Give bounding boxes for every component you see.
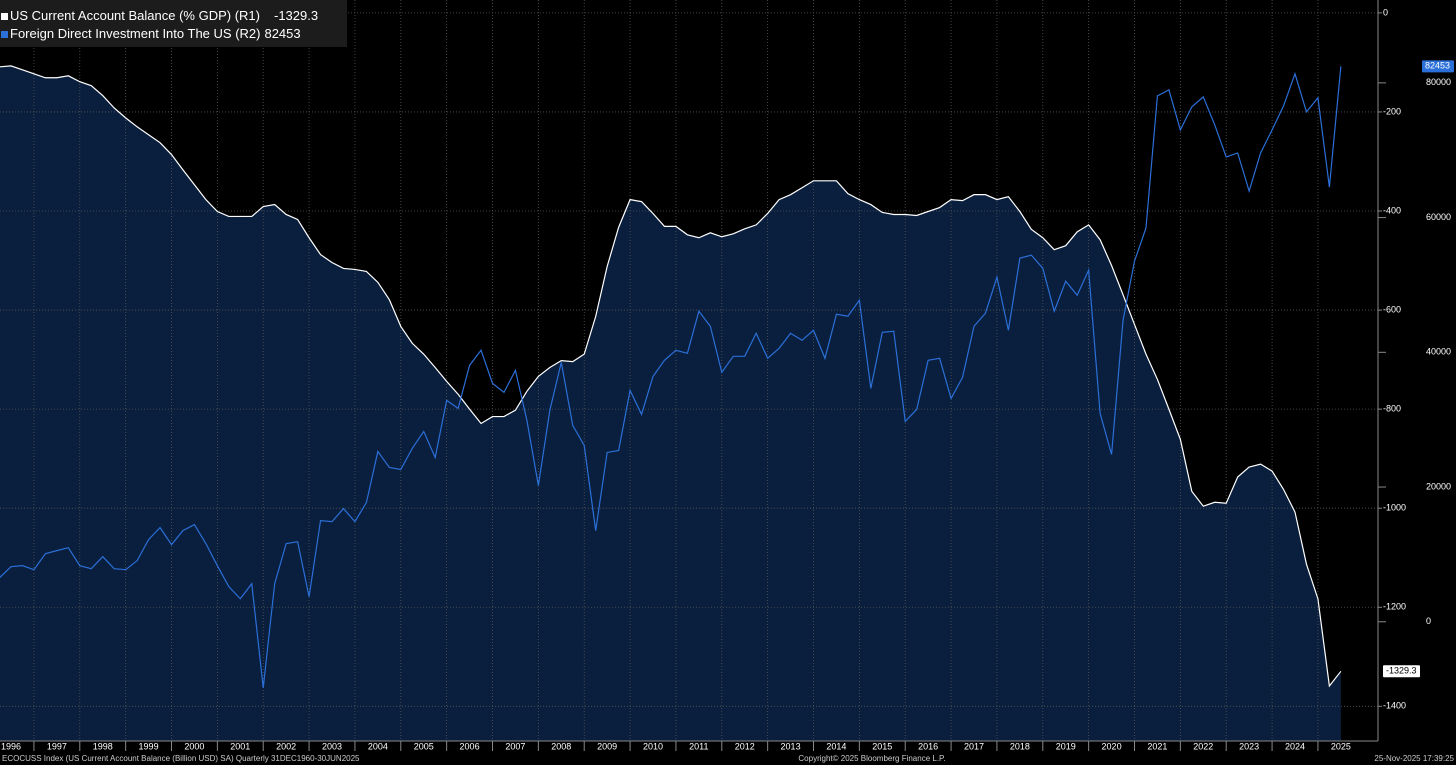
x-tick-label: 2021 bbox=[1147, 741, 1167, 751]
x-tick-label: 2005 bbox=[414, 741, 434, 751]
y-tick-label: -600 bbox=[1383, 304, 1401, 314]
y-tick-label: -800 bbox=[1383, 404, 1401, 414]
area bbox=[0, 65, 1341, 741]
x-tick-label: 2012 bbox=[735, 741, 755, 751]
y2-tick-label: 0 bbox=[1426, 616, 1431, 626]
x-tick-label: 2022 bbox=[1193, 741, 1213, 751]
x-tick-label: 2011 bbox=[689, 741, 708, 751]
legend-swatch bbox=[1, 13, 8, 20]
x-tick-label: 2006 bbox=[460, 741, 480, 751]
legend-name: US Current Account Balance (% GDP) (R1) bbox=[10, 8, 260, 23]
x-tick-label: 1996 bbox=[1, 741, 21, 751]
last-value-box bbox=[1422, 60, 1454, 73]
x-tick-label: 2023 bbox=[1239, 741, 1259, 751]
legend-swatch bbox=[1, 31, 8, 38]
x-axis-band bbox=[0, 741, 1378, 752]
x-tick-label: 1997 bbox=[47, 741, 67, 751]
x-tick-label: 2016 bbox=[918, 741, 938, 751]
legend-label: Foreign Direct Investment Into The US (R… bbox=[10, 26, 301, 41]
x-tick-label: 2018 bbox=[1010, 741, 1030, 751]
y2-tick-label: 60000 bbox=[1426, 212, 1451, 222]
x-tick-label: 1998 bbox=[93, 741, 113, 751]
x-tick-label: 2025 bbox=[1331, 741, 1351, 751]
x-tick-label: 2007 bbox=[505, 741, 525, 751]
series-line bbox=[0, 66, 1342, 688]
y2-tick-label: 20000 bbox=[1426, 481, 1451, 491]
x-tick-label: 2020 bbox=[1102, 741, 1122, 751]
x-tick-label: 2024 bbox=[1285, 741, 1305, 751]
y-tick-label: -1400 bbox=[1383, 701, 1406, 711]
last-value-box bbox=[1383, 665, 1420, 678]
y-tick-label: -200 bbox=[1383, 106, 1401, 116]
y-tick-label: -400 bbox=[1383, 205, 1401, 215]
x-tick-label: 2009 bbox=[597, 741, 617, 751]
x-tick-label: 2010 bbox=[643, 741, 663, 751]
legend-value: 82453 bbox=[264, 26, 300, 41]
x-tick-label: 2017 bbox=[964, 741, 984, 751]
legend-label: US Current Account Balance (% GDP) (R1) -… bbox=[10, 8, 318, 23]
y2-tick-label: 80000 bbox=[1426, 77, 1451, 87]
x-tick-label: 2004 bbox=[368, 741, 388, 751]
x-tick-label: 2014 bbox=[826, 741, 846, 751]
last-value-label: 82453 bbox=[1425, 61, 1450, 71]
footer-right: 25-Nov-2025 17:39:25 bbox=[1374, 754, 1454, 763]
y-tick-label: 0 bbox=[1383, 7, 1388, 17]
x-tick-label: 2003 bbox=[322, 741, 342, 751]
x-tick-label: 2000 bbox=[184, 741, 204, 751]
y-tick-label: -1200 bbox=[1383, 602, 1406, 612]
x-tick-label: 2019 bbox=[1056, 741, 1076, 751]
x-tick-label: 2013 bbox=[781, 741, 801, 751]
x-tick-label: 2001 bbox=[230, 741, 250, 751]
footer-center: Copyright© 2025 Bloomberg Finance L.P. bbox=[798, 754, 945, 763]
footer-left: ECOCUSS Index (US Current Account Balanc… bbox=[2, 754, 360, 763]
legend-value: -1329.3 bbox=[274, 8, 318, 23]
legend-name: Foreign Direct Investment Into The US (R… bbox=[10, 26, 260, 41]
last-value-label: -1329.3 bbox=[1386, 666, 1417, 676]
y-tick-label: -1000 bbox=[1383, 503, 1406, 513]
series-line bbox=[0, 65, 1342, 688]
legend-box bbox=[0, 0, 347, 47]
x-tick-label: 2015 bbox=[872, 741, 892, 751]
y2-tick-label: 40000 bbox=[1426, 347, 1451, 357]
x-tick-label: 2008 bbox=[551, 741, 571, 751]
x-tick-label: 1999 bbox=[139, 741, 159, 751]
x-tick-label: 2002 bbox=[276, 741, 296, 751]
plot-area bbox=[0, 0, 1378, 741]
